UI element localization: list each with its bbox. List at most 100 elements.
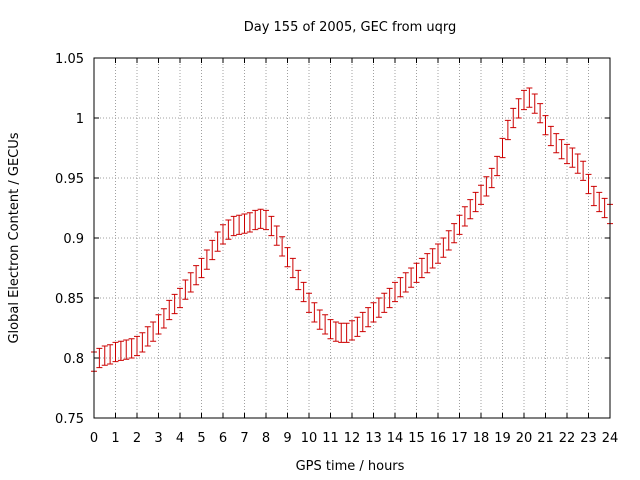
data-point-errorbar bbox=[354, 316, 361, 337]
data-point-errorbar bbox=[461, 206, 468, 227]
data-point-errorbar bbox=[392, 281, 398, 303]
x-tick-label: 18 bbox=[473, 431, 490, 446]
data-point-errorbar bbox=[343, 322, 350, 343]
data-point-errorbar bbox=[327, 319, 334, 340]
data-point-errorbar bbox=[214, 231, 221, 252]
data-point-errorbar bbox=[510, 107, 517, 129]
data-point-errorbar bbox=[134, 335, 140, 357]
data-point-errorbar bbox=[435, 243, 441, 264]
chart-title: Day 155 of 2005, GEC from uqrg bbox=[244, 20, 457, 35]
data-point-errorbar bbox=[585, 173, 592, 195]
data-point-errorbar bbox=[564, 143, 570, 165]
x-tick-label: 10 bbox=[301, 431, 318, 446]
data-point-errorbar bbox=[521, 89, 527, 111]
y-tick-label: 0.9 bbox=[63, 232, 84, 247]
data-point-errorbar bbox=[386, 287, 393, 309]
data-point-errorbar bbox=[418, 257, 425, 279]
data-point-errorbar bbox=[349, 320, 355, 341]
x-tick-label: 7 bbox=[240, 431, 248, 446]
data-point-errorbar bbox=[187, 272, 194, 293]
x-tick-label: 3 bbox=[154, 431, 162, 446]
data-point-errorbar bbox=[504, 119, 511, 141]
data-point-errorbar bbox=[236, 214, 243, 235]
data-point-errorbar bbox=[257, 208, 264, 229]
x-tick-label: 21 bbox=[537, 431, 554, 446]
data-point-errorbar bbox=[150, 321, 157, 342]
data-point-errorbar bbox=[230, 215, 237, 237]
data-point-errorbar bbox=[542, 115, 549, 136]
data-point-errorbar bbox=[408, 267, 415, 288]
data-point-errorbar bbox=[370, 302, 377, 323]
data-point-errorbar bbox=[397, 277, 404, 298]
x-tick-label: 2 bbox=[133, 431, 141, 446]
data-point-errorbar bbox=[198, 257, 205, 279]
x-tick-label: 11 bbox=[322, 431, 339, 446]
data-point-errorbar bbox=[590, 185, 597, 207]
y-tick-label: 0.95 bbox=[55, 172, 84, 187]
data-point-errorbar bbox=[128, 338, 135, 359]
data-point-errorbar bbox=[488, 167, 495, 189]
data-point-errorbar bbox=[558, 139, 565, 160]
data-point-errorbar bbox=[252, 209, 259, 231]
x-tick-label: 15 bbox=[408, 431, 425, 446]
x-tick-label: 24 bbox=[602, 431, 619, 446]
data-point-errorbar bbox=[601, 197, 608, 219]
x-tick-label: 1 bbox=[111, 431, 119, 446]
data-point-errorbar bbox=[177, 287, 183, 309]
data-point-errorbar bbox=[547, 125, 554, 147]
y-tick-label: 1 bbox=[76, 112, 84, 127]
data-point-errorbar bbox=[537, 103, 544, 124]
data-point-errorbar bbox=[483, 176, 490, 197]
y-tick-label: 0.85 bbox=[55, 292, 84, 307]
data-point-errorbar bbox=[456, 214, 463, 235]
data-point-errorbar bbox=[300, 281, 307, 303]
data-point-errorbar bbox=[112, 341, 119, 363]
data-point-errorbar bbox=[101, 345, 108, 366]
x-tick-label: 9 bbox=[283, 431, 291, 446]
data-point-errorbar bbox=[160, 308, 167, 329]
data-point-errorbar bbox=[478, 184, 484, 205]
data-point-errorbar bbox=[429, 248, 436, 269]
x-tick-label: 5 bbox=[197, 431, 205, 446]
x-tick-labels: 0 1 2 3 4 5 6 7 8 9 10 11 12 13 14 15 16 17 18 19 20 21 22 23 24 bbox=[90, 431, 618, 446]
data-point-errorbar bbox=[424, 253, 431, 274]
x-tick-label: 4 bbox=[176, 431, 184, 446]
data-point-errorbar bbox=[289, 257, 296, 279]
data-point-errorbar bbox=[580, 160, 587, 181]
x-tick-label: 12 bbox=[344, 431, 361, 446]
data-point-errorbar bbox=[220, 224, 226, 245]
x-tick-label: 17 bbox=[451, 431, 468, 446]
data-point-errorbar bbox=[263, 209, 269, 231]
y-tick-label: 0.75 bbox=[55, 412, 84, 427]
data-point-errorbar bbox=[499, 137, 506, 159]
data-point-errorbar bbox=[273, 225, 280, 246]
axis-ticks bbox=[93, 57, 611, 419]
data-point-errorbar bbox=[526, 87, 533, 108]
data-point-errorbar bbox=[171, 293, 178, 315]
data-point-errorbar bbox=[381, 292, 388, 313]
data-point-errorbar bbox=[440, 237, 447, 258]
data-point-errorbar bbox=[241, 213, 248, 234]
data-point-errorbar bbox=[515, 98, 522, 119]
y-tick-label: 1.05 bbox=[55, 52, 84, 67]
data-point-errorbar bbox=[268, 215, 275, 237]
data-point-errorbar bbox=[155, 314, 162, 335]
data-point-errorbar bbox=[107, 344, 114, 365]
data-point-errorbar bbox=[451, 223, 458, 244]
y-tick-labels: 0.75 0.8 0.85 0.9 0.95 1 1.05 bbox=[55, 52, 84, 427]
data-point-errorbar bbox=[322, 314, 329, 335]
x-tick-label: 14 bbox=[387, 431, 404, 446]
x-tick-label: 6 bbox=[219, 431, 227, 446]
data-point-errorbar bbox=[139, 332, 146, 353]
data-point-errorbar bbox=[402, 272, 409, 293]
data-point-errorbar bbox=[574, 153, 581, 174]
data-point-errorbar bbox=[311, 302, 318, 323]
data-point-errorbar bbox=[494, 155, 501, 177]
y-axis-label: Global Electron Content / GECUs bbox=[7, 132, 22, 343]
data-point-errorbar bbox=[209, 239, 216, 261]
data-point-errorbar bbox=[467, 199, 474, 220]
data-point-errorbar bbox=[338, 322, 345, 343]
data-point-errorbar bbox=[246, 212, 253, 233]
x-tick-label: 20 bbox=[516, 431, 533, 446]
